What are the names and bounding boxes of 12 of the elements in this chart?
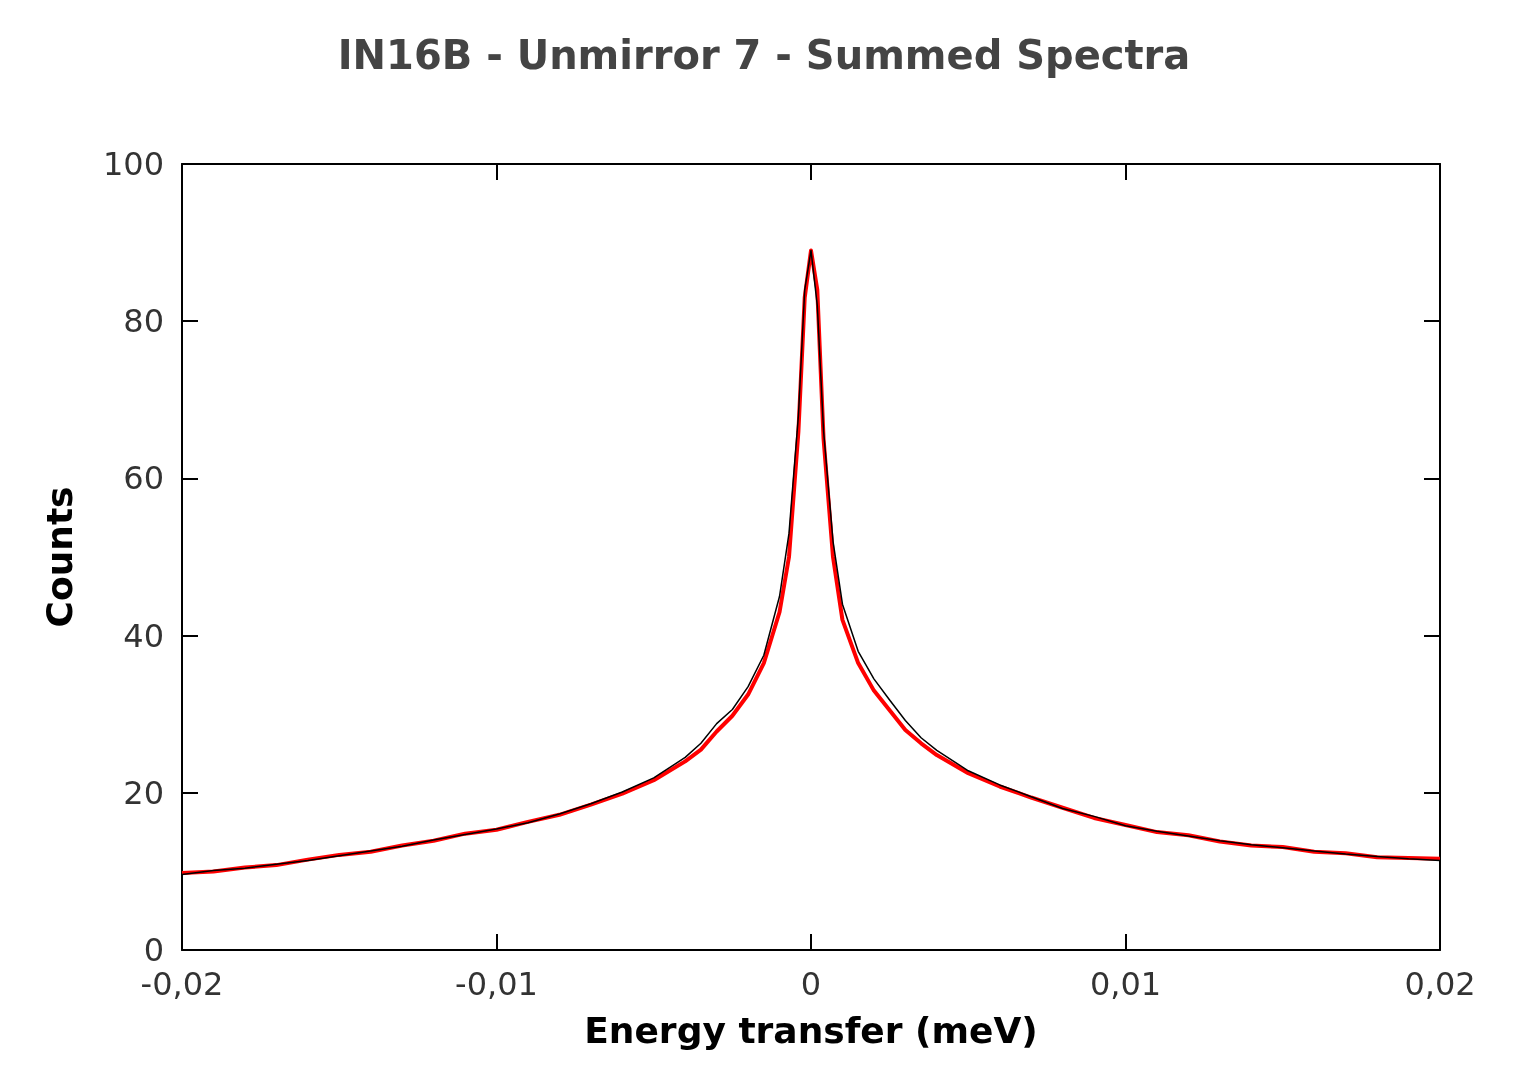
y-tick-label: 40: [123, 616, 164, 655]
x-axis-title: Energy transfer (meV): [584, 1009, 1038, 1051]
y-tick-label: 20: [123, 773, 164, 812]
y-axis-title: Counts: [38, 486, 80, 628]
x-tick-label: 0,01: [1089, 965, 1162, 1003]
y-tick-label: 100: [102, 145, 164, 183]
y-tick-label: 60: [123, 459, 164, 498]
x-tick-label: 0,02: [1404, 965, 1476, 1003]
x-tick-label: 0: [800, 965, 822, 1003]
chart-title: IN16B - Unmirror 7 - Summed Spectra: [337, 32, 1191, 78]
x-tick-label: -0,01: [455, 965, 538, 1003]
y-tick-label: 80: [123, 302, 164, 341]
